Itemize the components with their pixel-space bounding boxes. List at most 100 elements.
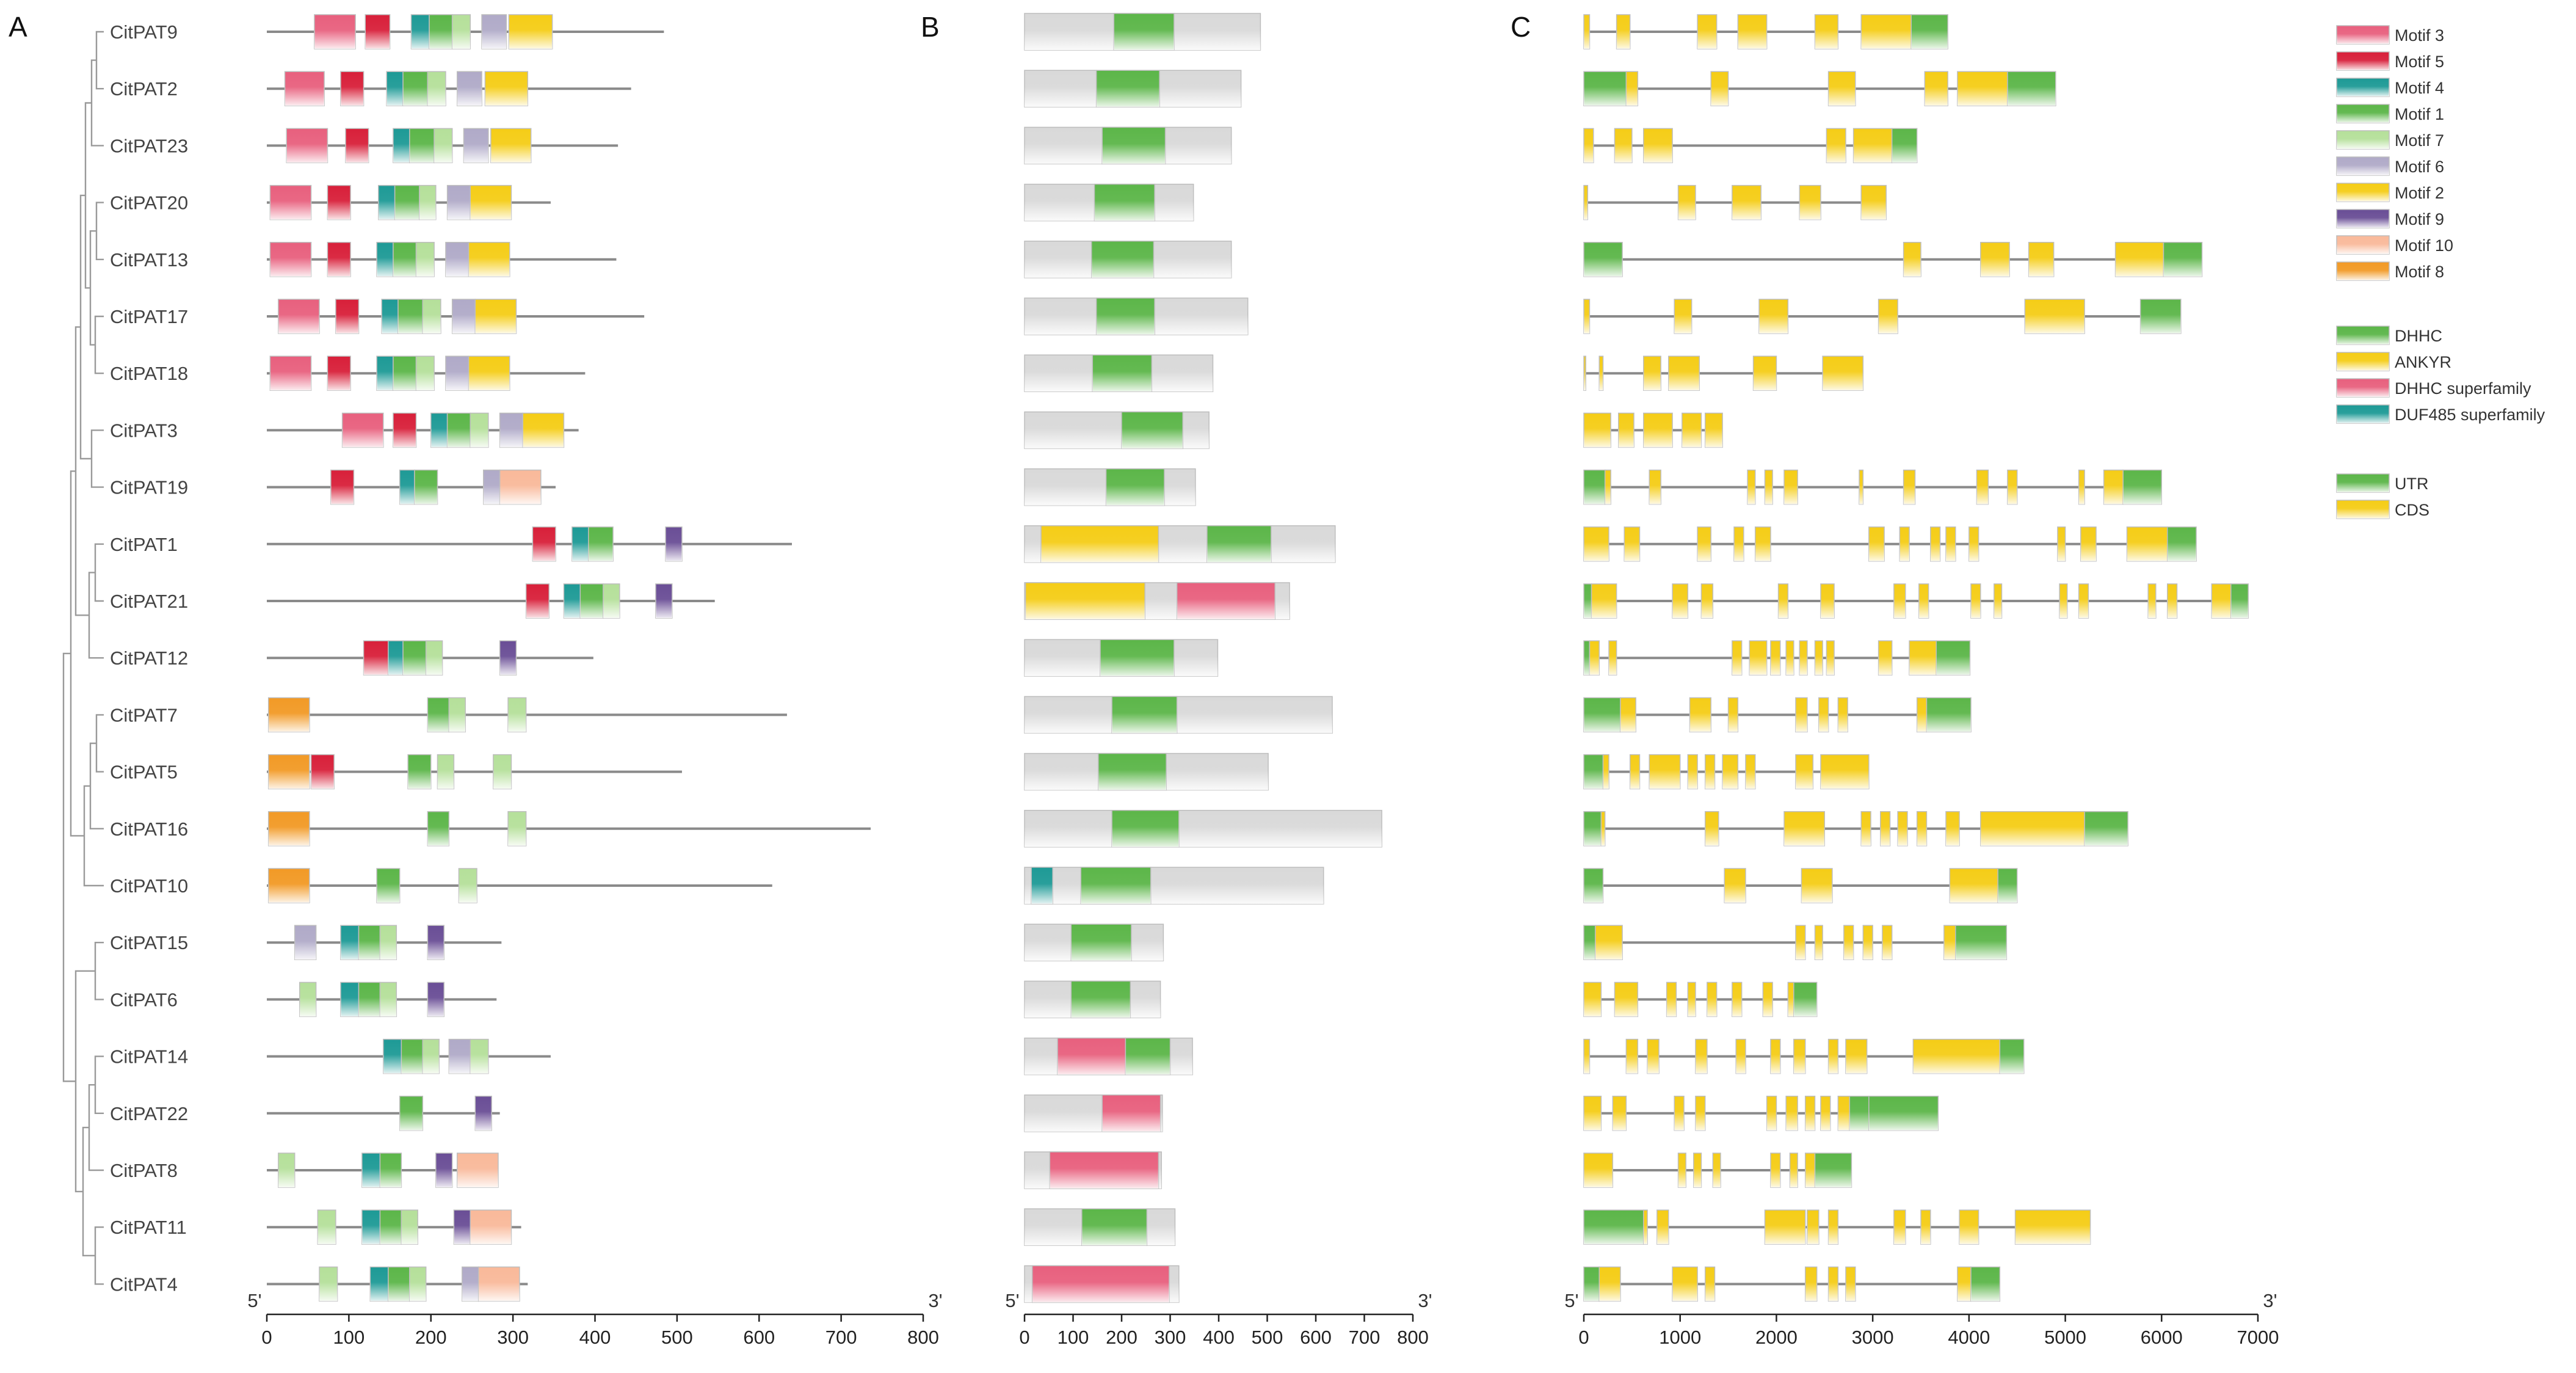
panel-c-axis: 0 1000 2000 3000 4000 5000 6000 7000 5' 3' xyxy=(1564,1290,2279,1348)
motif5-box xyxy=(345,128,369,164)
tree-branch xyxy=(74,326,89,616)
dhhc_superfamily-domain xyxy=(1057,1037,1127,1076)
panel-c-gene-structure xyxy=(1583,14,2249,1302)
legend-label: Motif 4 xyxy=(2395,79,2444,97)
gene-label-citpat7: CitPAT7 xyxy=(110,704,178,726)
legend-label: Motif 10 xyxy=(2395,236,2453,255)
cds-block xyxy=(1712,1153,1721,1188)
cds-block xyxy=(2114,242,2164,277)
cds-block xyxy=(1827,1209,1839,1245)
gene-label-citpat9: CitPAT9 xyxy=(110,21,178,43)
cds-block xyxy=(1589,640,1600,676)
motif7-box xyxy=(319,1266,338,1302)
legend-label: DHHC superfamily xyxy=(2395,379,2531,398)
motif6-box xyxy=(499,412,523,448)
cds-block xyxy=(1968,526,1979,562)
cds-block xyxy=(1822,355,1864,391)
cds-block xyxy=(1745,754,1756,790)
domain-row xyxy=(1024,411,1210,450)
motif2-box xyxy=(468,242,510,277)
motif1-box xyxy=(429,14,453,49)
cds-block xyxy=(2211,583,2232,619)
cds-block xyxy=(1980,811,2085,847)
gene-label-citpat14: CitPAT14 xyxy=(110,1046,188,1068)
motif6-box xyxy=(483,469,501,505)
utr-block xyxy=(2230,583,2249,619)
motif2-box xyxy=(470,184,512,220)
motif7-box xyxy=(470,412,489,448)
utr-block xyxy=(1583,925,1596,960)
cds-block xyxy=(1704,412,1723,448)
panel-b-letter: B xyxy=(921,11,940,43)
legend-label: Motif 5 xyxy=(2395,53,2444,71)
motif5-box xyxy=(532,526,556,562)
gene-label-citpat17: CitPAT17 xyxy=(110,306,188,327)
domain-row xyxy=(1024,980,1161,1019)
cds-block xyxy=(1643,412,1673,448)
panel-a-axis: 0 100 200 300 400 500 600 700 800 5' 3' xyxy=(247,1290,942,1348)
cds-block xyxy=(2028,242,2055,277)
tree-branch xyxy=(83,785,104,887)
cds-block xyxy=(1625,1038,1639,1074)
motif1-box xyxy=(407,754,432,790)
utr-block xyxy=(1997,868,2018,903)
cds-block xyxy=(1612,1096,1627,1131)
cds-block xyxy=(2078,583,2089,619)
domain-row xyxy=(1024,1208,1176,1246)
tree-branch xyxy=(94,543,104,602)
motif7-box xyxy=(458,868,477,903)
cds-block xyxy=(1583,1153,1614,1188)
motif9-box xyxy=(665,526,683,562)
gene-structure-row xyxy=(1583,412,1723,448)
cds-block xyxy=(1668,355,1700,391)
cds-block xyxy=(1732,981,1743,1018)
cds-block xyxy=(1758,299,1789,334)
tick-label: 100 xyxy=(1058,1327,1089,1348)
utr-block xyxy=(1583,583,1592,619)
motif5-box xyxy=(327,242,351,277)
motif3-box xyxy=(341,412,384,448)
domain-row xyxy=(1024,525,1336,563)
gene-label-citpat4: CitPAT4 xyxy=(110,1273,178,1295)
cds-block xyxy=(1804,1096,1816,1131)
five-prime-label: 5' xyxy=(1564,1290,1578,1311)
gene-label-citpat13: CitPAT13 xyxy=(110,249,188,271)
gene-label-citpat2: CitPAT2 xyxy=(110,78,178,100)
cds-block xyxy=(2103,469,2124,505)
motif-row xyxy=(267,242,617,277)
cds-block xyxy=(1957,1266,1972,1302)
cds-block xyxy=(1945,526,1956,562)
gene-structure-row xyxy=(1583,811,2128,847)
cds-block xyxy=(1697,526,1711,562)
motif-row xyxy=(267,526,792,562)
cds-block xyxy=(1674,1096,1685,1131)
legend-label: Motif 1 xyxy=(2395,105,2444,123)
motif7-box xyxy=(379,981,397,1018)
cds-block xyxy=(1814,925,1823,960)
motif7-box xyxy=(422,1038,440,1074)
cds-block xyxy=(1924,71,1948,106)
cds-block xyxy=(1777,583,1789,619)
motif4-box xyxy=(430,412,448,448)
cds-block xyxy=(2059,583,2068,619)
cds-block xyxy=(1608,640,1617,676)
gene-structure-row xyxy=(1583,242,2203,277)
cds-block xyxy=(1880,811,1891,847)
cds-block xyxy=(1666,981,1677,1018)
gene-structure-row xyxy=(1583,1096,1939,1131)
dhhc-domain xyxy=(1100,639,1175,677)
cds-block xyxy=(1722,754,1739,790)
motif4-box xyxy=(383,1038,402,1074)
tree-branch xyxy=(90,59,104,147)
cds-block xyxy=(2007,469,2018,505)
cds-block xyxy=(2147,583,2157,619)
motif5-box xyxy=(327,184,351,220)
motif9-box xyxy=(435,1153,453,1188)
motif-row xyxy=(267,697,787,733)
cds-block xyxy=(1837,1096,1851,1131)
motif6-box xyxy=(463,128,489,164)
tree-branch xyxy=(95,31,104,90)
legend-swatch xyxy=(2336,326,2390,345)
utr-block xyxy=(1936,640,1971,676)
legend-label: DHHC xyxy=(2395,327,2442,345)
